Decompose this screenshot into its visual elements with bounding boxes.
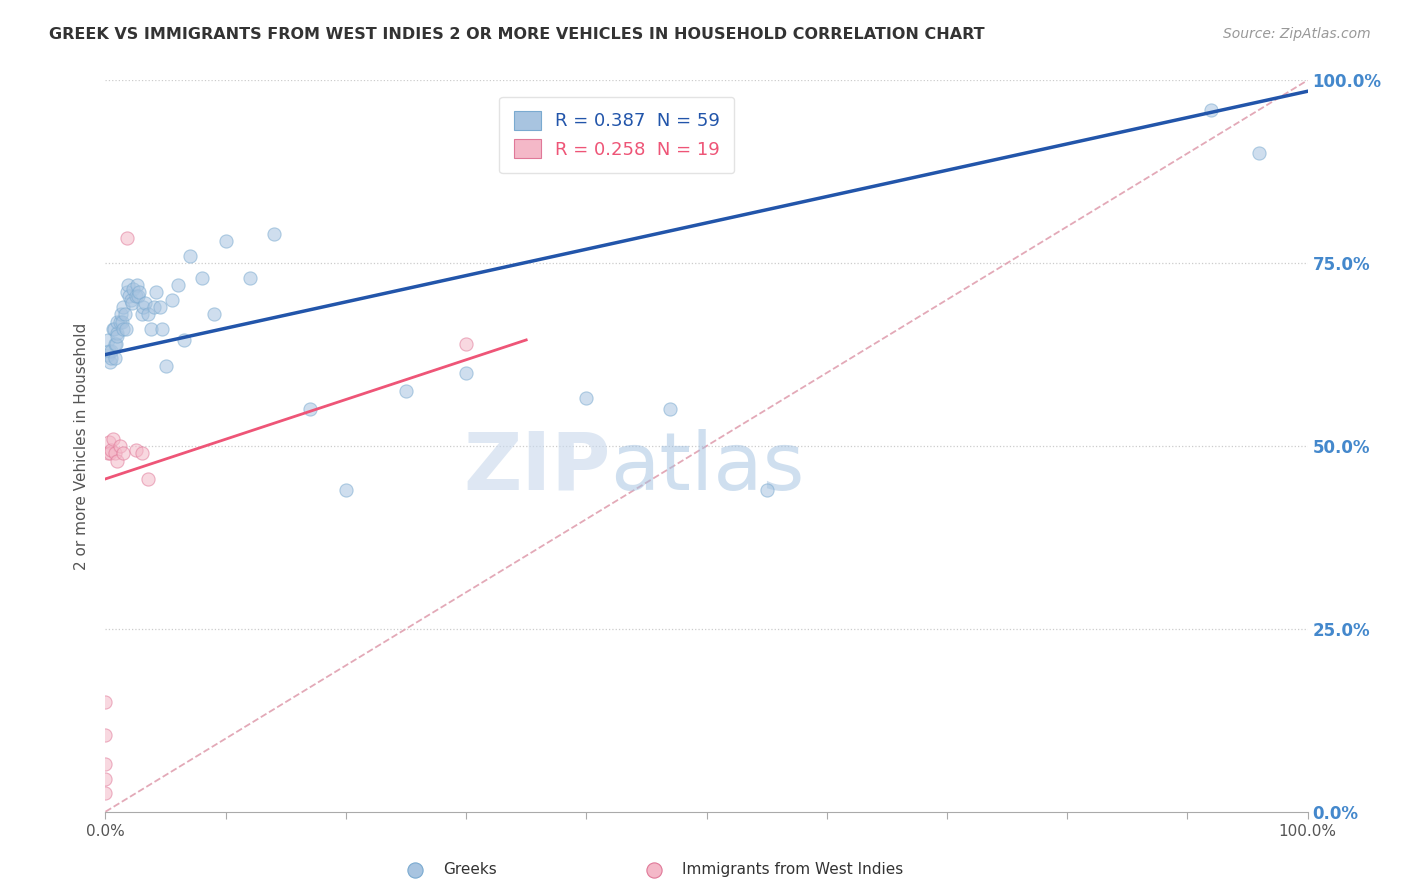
Point bbox=[166, 278, 188, 293]
Point bbox=[103, 322, 125, 336]
Y-axis label: 2 or more Vehicles in Household: 2 or more Vehicles in Household bbox=[75, 322, 90, 570]
Point bbox=[100, 343, 122, 358]
Point bbox=[114, 307, 136, 321]
Text: Source: ZipAtlas.com: Source: ZipAtlas.com bbox=[1223, 27, 1371, 41]
Point bbox=[115, 285, 138, 300]
Point bbox=[107, 453, 129, 467]
Point bbox=[456, 366, 478, 380]
Point bbox=[132, 300, 155, 314]
Point bbox=[654, 787, 676, 801]
Point bbox=[97, 347, 120, 362]
Point bbox=[107, 326, 129, 340]
Point bbox=[142, 300, 165, 314]
Point bbox=[111, 315, 134, 329]
Point bbox=[94, 695, 117, 709]
Point bbox=[136, 307, 159, 321]
Point bbox=[98, 355, 121, 369]
Point bbox=[127, 289, 149, 303]
Point bbox=[117, 278, 139, 293]
Point bbox=[118, 289, 141, 303]
Point bbox=[755, 483, 778, 497]
Point bbox=[112, 446, 135, 460]
Point bbox=[108, 315, 131, 329]
Point bbox=[121, 296, 143, 310]
Point bbox=[449, 787, 471, 801]
Point bbox=[120, 293, 142, 307]
Point bbox=[148, 300, 170, 314]
Point bbox=[1201, 103, 1223, 117]
Text: Greeks: Greeks bbox=[443, 863, 496, 877]
Point bbox=[94, 728, 117, 742]
Point bbox=[101, 322, 124, 336]
Point bbox=[94, 757, 117, 772]
Point bbox=[122, 282, 145, 296]
Point bbox=[101, 432, 124, 446]
Point bbox=[110, 307, 132, 321]
Point bbox=[214, 234, 236, 248]
Point bbox=[124, 442, 146, 457]
Point bbox=[155, 359, 177, 373]
Point bbox=[98, 343, 121, 358]
Point bbox=[575, 392, 598, 406]
Point bbox=[97, 333, 120, 347]
Text: atlas: atlas bbox=[610, 429, 804, 507]
Point bbox=[128, 285, 150, 300]
Point bbox=[125, 278, 148, 293]
Point bbox=[395, 384, 418, 399]
Point bbox=[112, 300, 135, 314]
Point bbox=[105, 336, 128, 351]
Point bbox=[145, 285, 167, 300]
Point bbox=[131, 307, 153, 321]
Point bbox=[134, 296, 156, 310]
Point bbox=[100, 351, 122, 366]
Point bbox=[173, 333, 195, 347]
Point bbox=[94, 787, 117, 801]
Point bbox=[124, 289, 146, 303]
Point bbox=[150, 322, 173, 336]
Point bbox=[115, 322, 138, 336]
Point bbox=[659, 402, 682, 417]
Point bbox=[112, 322, 135, 336]
Text: ZIP: ZIP bbox=[463, 429, 610, 507]
Point bbox=[335, 483, 357, 497]
Point bbox=[98, 435, 121, 450]
Point bbox=[98, 446, 121, 460]
Point bbox=[100, 442, 122, 457]
Point bbox=[104, 351, 127, 366]
Point bbox=[239, 270, 262, 285]
Point bbox=[107, 315, 129, 329]
Point bbox=[139, 322, 162, 336]
Point bbox=[94, 772, 117, 786]
Point bbox=[456, 336, 478, 351]
Point bbox=[1249, 146, 1271, 161]
Point bbox=[160, 293, 183, 307]
Point bbox=[97, 446, 120, 460]
Legend: R = 0.387  N = 59, R = 0.258  N = 19: R = 0.387 N = 59, R = 0.258 N = 19 bbox=[499, 96, 734, 173]
Text: Immigrants from West Indies: Immigrants from West Indies bbox=[682, 863, 903, 877]
Point bbox=[298, 402, 321, 417]
Point bbox=[104, 336, 127, 351]
Text: GREEK VS IMMIGRANTS FROM WEST INDIES 2 OR MORE VEHICLES IN HOUSEHOLD CORRELATION: GREEK VS IMMIGRANTS FROM WEST INDIES 2 O… bbox=[49, 27, 984, 42]
Point bbox=[107, 329, 129, 343]
Point bbox=[179, 249, 201, 263]
Point bbox=[108, 439, 131, 453]
Point bbox=[202, 307, 225, 321]
Point bbox=[190, 270, 212, 285]
Point bbox=[136, 472, 159, 486]
Point bbox=[104, 446, 127, 460]
Point bbox=[263, 227, 285, 241]
Point bbox=[115, 230, 138, 244]
Point bbox=[131, 446, 153, 460]
